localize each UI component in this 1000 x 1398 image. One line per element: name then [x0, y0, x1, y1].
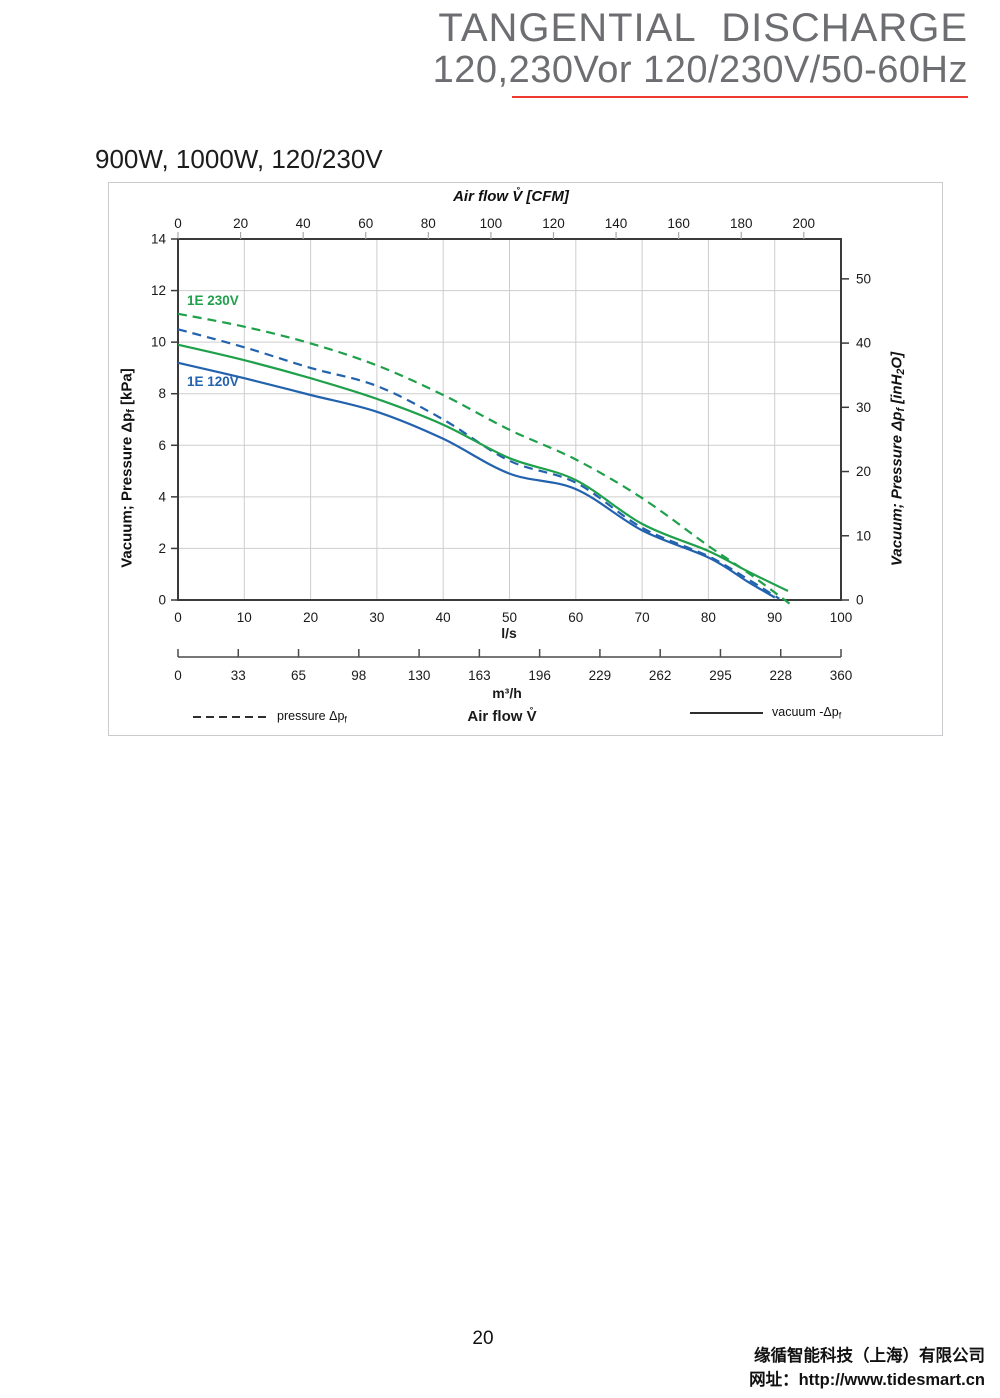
- curve-120V-solid: [177, 361, 776, 599]
- svg-text:60: 60: [358, 216, 373, 231]
- right-axis-label-unit-sub: 2: [895, 368, 908, 375]
- svg-text:98: 98: [351, 668, 366, 683]
- performance-chart: 0 20 40 60 80 100 120 140 160 180 2000246810121401…: [151, 216, 871, 718]
- svg-text:229: 229: [589, 668, 612, 683]
- svg-text:10: 10: [151, 335, 166, 350]
- right-axis-label-unit-end: O]: [888, 351, 906, 369]
- bottom-axis-label: Air flow V̊: [467, 708, 537, 725]
- curve-230V-dashed: [177, 312, 791, 605]
- svg-text:10: 10: [856, 528, 871, 543]
- svg-text:0: 0: [174, 610, 182, 625]
- svg-text:100: 100: [480, 216, 503, 231]
- page-number: 20: [472, 1328, 494, 1349]
- svg-text:70: 70: [635, 610, 650, 625]
- svg-text:130: 130: [408, 668, 431, 683]
- right-axis-label-text: Vacuum; Pressure Δp: [888, 411, 906, 567]
- legend-pressure-sub: f: [344, 714, 347, 725]
- right-axis-label: Vacuum; Pressure Δpf [inH2O]: [888, 351, 908, 567]
- svg-text:20: 20: [233, 216, 248, 231]
- left-axis-label-sub: f: [125, 409, 138, 413]
- right-axis-label-unit: [inH: [888, 374, 906, 408]
- svg-text:200: 200: [793, 216, 816, 231]
- svg-text:160: 160: [667, 216, 690, 231]
- left-axis-label: Vacuum; Pressure Δpf [kPa]: [118, 368, 138, 568]
- svg-text:120: 120: [542, 216, 565, 231]
- curve-230V-solid: [177, 343, 789, 592]
- svg-text:0: 0: [856, 593, 864, 608]
- svg-text:50: 50: [502, 610, 517, 625]
- company-website: 网址：http://www.tidesmart.cn: [749, 1371, 985, 1389]
- svg-text:30: 30: [369, 610, 384, 625]
- chart-frame: [108, 182, 943, 736]
- page-title-voltage: 120,230Vor 120/230V/50-60Hz: [432, 49, 968, 91]
- curve-120V-dashed: [177, 328, 780, 600]
- footer-company-block: 缘循智能科技（上海）有限公司 网址：http://www.tidesmart.c…: [749, 1344, 985, 1392]
- left-axis-label-text: Vacuum; Pressure Δp: [118, 412, 136, 568]
- svg-text:196: 196: [528, 668, 551, 683]
- ls-unit-label: l/s: [501, 625, 517, 641]
- svg-text:0: 0: [174, 668, 182, 683]
- svg-text:65: 65: [291, 668, 306, 683]
- legend-vacuum-label: vacuum -Δpf: [772, 705, 842, 721]
- chart-axes: 0 20 40 60 80 100 120 140 160 180 2000246810121401…: [151, 216, 871, 683]
- svg-text:60: 60: [568, 610, 583, 625]
- page-title: TANGENTIAL DISCHARGE: [438, 6, 968, 50]
- chart-gridlines: [178, 239, 841, 600]
- svg-text:0: 0: [174, 216, 182, 231]
- legend-pressure-text: pressure Δp: [277, 709, 345, 723]
- svg-text:40: 40: [296, 216, 311, 231]
- svg-text:50: 50: [856, 271, 871, 286]
- svg-text:14: 14: [151, 232, 167, 247]
- legend-pressure-label: pressure Δpf: [277, 709, 347, 725]
- svg-text:90: 90: [767, 610, 782, 625]
- legend-vacuum-sub: f: [838, 710, 842, 721]
- svg-text:163: 163: [468, 668, 491, 683]
- svg-text:20: 20: [303, 610, 318, 625]
- svg-text:0: 0: [158, 593, 166, 608]
- svg-text:30: 30: [856, 400, 871, 415]
- svg-text:2: 2: [158, 541, 166, 556]
- svg-text:228: 228: [769, 668, 792, 683]
- svg-text:360: 360: [830, 668, 853, 683]
- svg-text:80: 80: [421, 216, 436, 231]
- svg-text:262: 262: [649, 668, 672, 683]
- curve-label-120v: 1E 120V: [187, 374, 239, 389]
- svg-text:12: 12: [151, 283, 166, 298]
- legend-vacuum-text: vacuum -Δp: [772, 705, 839, 719]
- right-axis-label-sub: f: [895, 407, 908, 412]
- title-underline: [512, 96, 968, 98]
- svg-text:180: 180: [730, 216, 753, 231]
- svg-text:20: 20: [856, 464, 871, 479]
- svg-text:4: 4: [158, 489, 166, 504]
- svg-text:40: 40: [856, 336, 871, 351]
- svg-text:80: 80: [701, 610, 716, 625]
- svg-text:33: 33: [231, 668, 246, 683]
- top-axis-label: Air flow V̊ [CFM]: [453, 188, 569, 205]
- svg-text:295: 295: [709, 668, 732, 683]
- section-title: 900W, 1000W, 120/230V: [95, 144, 383, 174]
- m3h-unit-label: m³/h: [492, 685, 522, 701]
- svg-text:140: 140: [605, 216, 628, 231]
- left-axis-label-unit: [kPa]: [118, 368, 136, 410]
- svg-text:10: 10: [237, 610, 252, 625]
- svg-text:8: 8: [158, 386, 166, 401]
- svg-text:6: 6: [158, 438, 166, 453]
- svg-text:100: 100: [830, 610, 853, 625]
- svg-text:40: 40: [436, 610, 451, 625]
- curve-label-230v: 1E 230V: [187, 293, 239, 308]
- chart-curves: [177, 312, 791, 605]
- company-name: 缘循智能科技（上海）有限公司: [754, 1347, 985, 1365]
